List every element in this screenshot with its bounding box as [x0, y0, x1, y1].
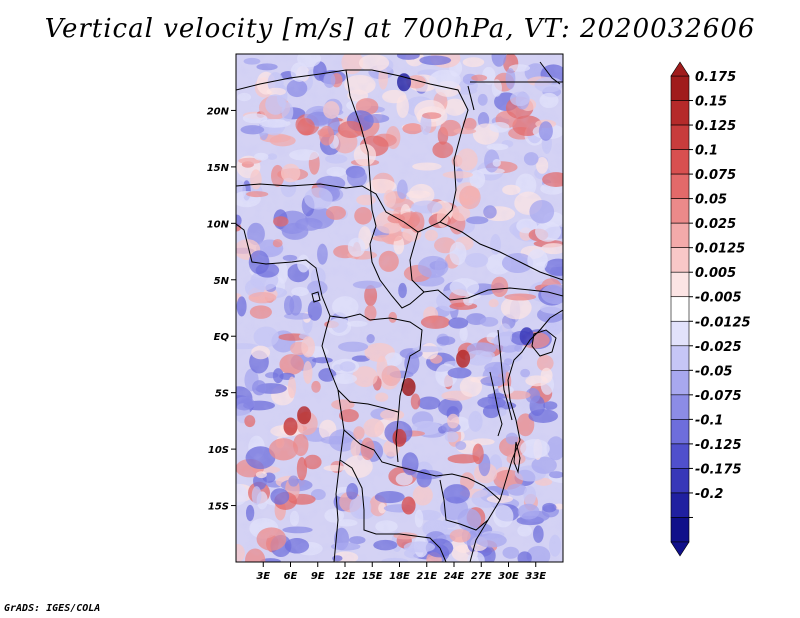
colorbar-label: 0.05	[695, 193, 727, 208]
border-central-3	[329, 313, 423, 463]
colorbar-bin	[670, 370, 690, 396]
lake-malawi	[513, 441, 521, 474]
border-central-2	[409, 231, 425, 293]
colorbar-label: -0.025	[695, 340, 742, 355]
x-tick-label: 33E	[525, 571, 546, 582]
colorbar-label: 0.175	[695, 70, 736, 85]
lake-victoria	[531, 329, 557, 357]
colorbar-bin	[670, 296, 690, 322]
border-north-1	[236, 69, 469, 223]
x-tick-label: 9E	[311, 571, 325, 582]
colorbar-bin	[670, 198, 690, 224]
colorbar-bin	[670, 124, 690, 150]
border-east-1	[497, 329, 513, 421]
colorbar-bin	[670, 271, 690, 298]
lake-tanganyika	[489, 371, 503, 437]
colorbar-label: -0.005	[695, 291, 742, 306]
x-axis: 3E 6E 9E 12E 15E 18E 21E 24E 27E 30E 33E	[256, 562, 546, 582]
coastlines-and-borders	[236, 61, 563, 562]
border-south-1	[343, 429, 501, 501]
x-tick-label: 12E	[335, 571, 356, 582]
colorbar-label: 0.005	[695, 266, 736, 281]
colorbar-label: -0.0125	[695, 315, 751, 330]
colorbar-top-arrow	[670, 61, 690, 77]
chart-title: Vertical velocity [m/s] at 700hPa, VT: 2…	[44, 14, 756, 44]
x-tick-label: 24E	[444, 571, 465, 582]
colorbar-bin	[670, 419, 690, 445]
colorbar-bin	[670, 247, 690, 273]
y-tick-label: EQ	[214, 332, 230, 343]
colorbar-bin	[670, 443, 690, 469]
border-east-3	[467, 85, 475, 111]
island-bioko	[311, 291, 321, 303]
colorbar-label: 0.125	[695, 119, 736, 134]
colorbar-label: 0.075	[695, 168, 736, 183]
y-tick-label: 20N	[207, 106, 230, 117]
colorbar-label: -0.125	[695, 438, 742, 453]
y-axis: 20N 15N 10N 5N EQ 5S 10S 15S	[207, 106, 236, 513]
colorbar-label: -0.075	[695, 389, 742, 404]
colorbar-bin	[670, 222, 690, 248]
y-tick-label: 5S	[215, 389, 229, 400]
border-central-4	[337, 389, 399, 413]
colorbar-bin	[670, 492, 690, 518]
x-tick-label: 30E	[498, 571, 519, 582]
colorbar-bin	[670, 345, 690, 371]
border-north-2	[345, 69, 377, 227]
colorbar-bin	[670, 320, 690, 347]
colorbar-label: 0.0125	[695, 242, 745, 257]
coastline-east	[469, 309, 563, 562]
x-tick-label: 27E	[471, 571, 492, 582]
colorbar-label: 0.025	[695, 217, 736, 232]
colorbar-label: 0.1	[695, 144, 718, 159]
border-south-2	[339, 459, 447, 562]
y-tick-label: 10N	[207, 219, 230, 230]
heatmap-field	[236, 54, 563, 562]
footer-credit: GrADS: IGES/COLA	[4, 603, 101, 614]
colorbar-bin	[670, 173, 690, 199]
colorbar-label: -0.1	[695, 413, 723, 428]
y-tick-label: 15S	[208, 502, 229, 513]
border-south-3	[439, 479, 489, 531]
colorbar-label: -0.2	[695, 487, 723, 502]
border-sahel	[236, 183, 563, 281]
y-tick-label: 15N	[207, 163, 230, 174]
x-tick-label: 6E	[284, 571, 298, 582]
colorbar-label: -0.175	[695, 462, 742, 477]
x-tick-label: 21E	[416, 571, 437, 582]
border-central-1	[369, 225, 563, 309]
colorbar-bottom-arrow	[670, 541, 690, 557]
colorbar-label: -0.05	[695, 364, 732, 379]
y-tick-label: 10S	[208, 445, 229, 456]
red-sea-coast	[539, 61, 561, 85]
colorbar-bin	[670, 394, 690, 420]
colorbar-bin	[670, 468, 690, 494]
colorbar-bin	[670, 100, 690, 126]
colorbar-bin	[670, 75, 690, 101]
y-tick-label: 5N	[214, 276, 230, 287]
x-tick-label: 18E	[389, 571, 410, 582]
x-tick-label: 15E	[362, 571, 383, 582]
x-tick-label: 3E	[256, 571, 270, 582]
field-texture	[236, 54, 563, 562]
colorbar-label: 0.15	[695, 95, 727, 110]
colorbar: 0.175 0.15 0.125 0.1 0.075 0.05 0.025 0.0125 0.0…	[670, 61, 751, 557]
colorbar-bin	[670, 517, 690, 543]
colorbar-bin	[670, 149, 690, 175]
